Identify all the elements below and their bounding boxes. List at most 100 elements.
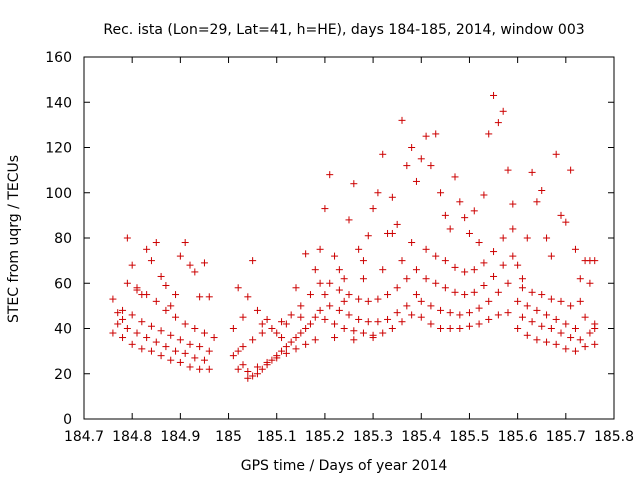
chart-title: Rec. ista (Lon=29, Lat=41, h=HE), days 1… (103, 22, 584, 38)
data-point (504, 279, 512, 287)
data-point (253, 370, 261, 378)
data-point (350, 180, 358, 188)
data-point (393, 284, 401, 292)
data-point (109, 295, 117, 303)
data-point (451, 288, 459, 296)
y-tick-label: 40 (54, 322, 72, 338)
data-point (359, 257, 367, 265)
data-point (157, 272, 165, 280)
y-tick-label: 60 (54, 276, 72, 292)
data-point (172, 347, 180, 355)
data-point (417, 297, 425, 305)
data-point (441, 257, 449, 265)
data-point (234, 365, 242, 373)
data-point (518, 275, 526, 283)
data-point (490, 248, 498, 256)
data-point (552, 315, 560, 323)
data-point (538, 322, 546, 330)
data-point (302, 250, 310, 258)
data-point (186, 363, 194, 371)
data-point (509, 252, 517, 260)
data-point (306, 320, 314, 328)
data-point (239, 313, 247, 321)
x-tick-label: 185.4 (401, 429, 441, 445)
data-point (562, 345, 570, 353)
data-point (480, 259, 488, 267)
data-point (123, 234, 131, 242)
data-point (557, 297, 565, 305)
data-point (581, 313, 589, 321)
data-point (562, 320, 570, 328)
data-point (446, 325, 454, 332)
data-point (412, 177, 420, 185)
data-point (114, 320, 122, 328)
data-point (412, 291, 420, 299)
data-point (591, 257, 599, 265)
data-point (485, 315, 493, 323)
data-point (538, 186, 546, 194)
data-point (263, 315, 271, 323)
data-point (364, 297, 372, 305)
data-point (494, 311, 502, 319)
data-point (456, 311, 464, 319)
data-point (369, 334, 377, 342)
data-point (475, 304, 483, 312)
data-point (321, 315, 329, 323)
data-point (581, 343, 589, 351)
y-tick-label: 160 (45, 50, 72, 66)
data-point (355, 295, 363, 303)
data-point (143, 245, 151, 253)
data-point (475, 239, 483, 247)
data-point (374, 189, 382, 197)
data-point (461, 291, 469, 299)
data-point (533, 306, 541, 314)
data-point (249, 372, 257, 380)
data-point (119, 306, 127, 314)
data-point (311, 313, 319, 321)
data-point (504, 309, 512, 317)
data-point (408, 144, 416, 151)
data-point (470, 288, 478, 296)
data-point (451, 173, 459, 181)
data-point (200, 259, 208, 267)
data-point (403, 302, 411, 310)
data-point (528, 288, 536, 296)
data-point (480, 191, 488, 199)
data-point (475, 320, 483, 328)
x-tick-label: 185 (215, 429, 242, 445)
data-point (258, 365, 266, 373)
data-point (249, 336, 257, 344)
x-tick-label: 185.7 (546, 429, 586, 445)
data-point (379, 150, 387, 158)
data-point (123, 279, 131, 287)
data-point (547, 325, 555, 332)
data-point (417, 155, 425, 163)
data-point (138, 345, 146, 353)
data-point (157, 352, 165, 360)
data-point (152, 297, 160, 305)
data-point (388, 193, 396, 201)
data-point (205, 347, 213, 355)
data-point (345, 216, 353, 224)
x-tick-label: 185.8 (594, 429, 634, 445)
data-point (557, 211, 565, 219)
data-point (470, 207, 478, 215)
data-point (157, 327, 165, 335)
data-point (528, 168, 536, 176)
x-tick-label: 185.3 (353, 429, 393, 445)
data-point (292, 284, 300, 292)
data-point (311, 266, 319, 274)
data-point (152, 239, 160, 247)
data-point (523, 331, 531, 339)
data-point (369, 205, 377, 213)
y-tick-label: 140 (45, 95, 72, 111)
data-point (422, 132, 430, 140)
data-point (567, 302, 575, 310)
data-points (109, 91, 599, 382)
data-point (403, 162, 411, 170)
data-point (494, 119, 502, 127)
plot-frame (83, 56, 615, 420)
data-point (538, 291, 546, 299)
data-point (191, 354, 199, 362)
data-point (172, 291, 180, 299)
